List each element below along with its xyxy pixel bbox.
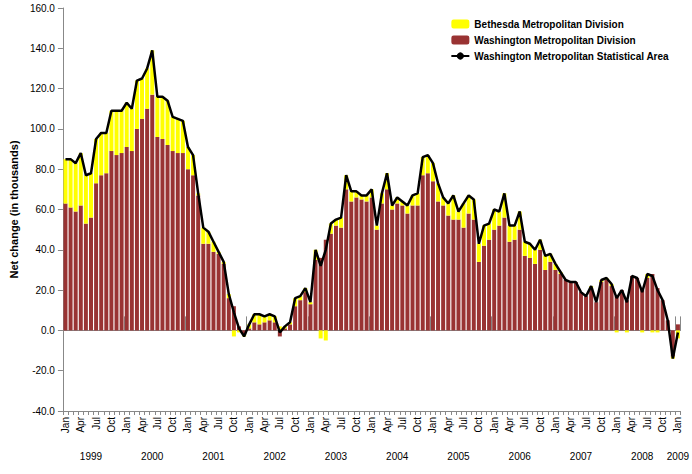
svg-text:Jan: Jan <box>672 417 683 433</box>
svg-text:2007: 2007 <box>570 451 593 462</box>
svg-text:Jan: Jan <box>550 417 561 433</box>
svg-text:Apr: Apr <box>504 416 515 432</box>
svg-text:2003: 2003 <box>325 451 348 462</box>
svg-text:Jan: Jan <box>427 417 438 433</box>
svg-text:Jan: Jan <box>182 417 193 433</box>
svg-text:80.0: 80.0 <box>35 164 55 175</box>
svg-text:Jan: Jan <box>305 417 316 433</box>
svg-text:Jul: Jul <box>581 417 592 430</box>
svg-text:Apr: Apr <box>382 416 393 432</box>
svg-text:Jul: Jul <box>519 417 530 430</box>
svg-text:2002: 2002 <box>264 451 287 462</box>
svg-text:Apr: Apr <box>75 416 86 432</box>
svg-text:Apr: Apr <box>137 416 148 432</box>
svg-text:Jul: Jul <box>397 417 408 430</box>
svg-text:20.0: 20.0 <box>35 285 55 296</box>
svg-text:120.0: 120.0 <box>30 83 55 94</box>
svg-text:160.0: 160.0 <box>30 3 55 14</box>
svg-text:Oct: Oct <box>351 417 362 433</box>
svg-text:Oct: Oct <box>228 417 239 433</box>
svg-text:2005: 2005 <box>447 451 470 462</box>
svg-text:Net change (in thousands): Net change (in thousands) <box>8 140 20 278</box>
svg-text:1999: 1999 <box>80 451 103 462</box>
svg-text:2008: 2008 <box>631 451 654 462</box>
svg-text:Apr: Apr <box>198 416 209 432</box>
svg-text:Washington Metropolitan Divisi: Washington Metropolitan Division <box>474 35 635 46</box>
svg-text:Apr: Apr <box>565 416 576 432</box>
svg-text:Jul: Jul <box>642 417 653 430</box>
svg-text:-40.0: -40.0 <box>32 406 55 417</box>
svg-text:Oct: Oct <box>290 417 301 433</box>
svg-text:2004: 2004 <box>386 451 409 462</box>
svg-text:Washington Metropolitan Statis: Washington Metropolitan Statistical Area <box>474 51 669 62</box>
svg-text:Apr: Apr <box>626 416 637 432</box>
svg-text:Jan: Jan <box>366 417 377 433</box>
svg-text:Jan: Jan <box>611 417 622 433</box>
svg-text:40.0: 40.0 <box>35 244 55 255</box>
svg-text:Bethesda Metropolitan Division: Bethesda Metropolitan Division <box>474 19 623 30</box>
svg-text:Jan: Jan <box>489 417 500 433</box>
svg-text:Jul: Jul <box>336 417 347 430</box>
svg-text:Oct: Oct <box>412 417 423 433</box>
svg-text:100.0: 100.0 <box>30 123 55 134</box>
svg-text:-20.0: -20.0 <box>32 365 55 376</box>
svg-text:Jul: Jul <box>152 417 163 430</box>
svg-text:Apr: Apr <box>443 416 454 432</box>
svg-text:Oct: Oct <box>473 417 484 433</box>
svg-text:2001: 2001 <box>202 451 225 462</box>
svg-text:60.0: 60.0 <box>35 204 55 215</box>
svg-text:Oct: Oct <box>106 417 117 433</box>
svg-text:Jul: Jul <box>213 417 224 430</box>
svg-text:140.0: 140.0 <box>30 43 55 54</box>
svg-text:Jan: Jan <box>244 417 255 433</box>
svg-text:Oct: Oct <box>596 417 607 433</box>
svg-text:Apr: Apr <box>259 416 270 432</box>
svg-text:2009: 2009 <box>667 451 690 462</box>
svg-text:Apr: Apr <box>320 416 331 432</box>
svg-text:Oct: Oct <box>535 417 546 433</box>
svg-text:2000: 2000 <box>141 451 164 462</box>
svg-text:2006: 2006 <box>509 451 532 462</box>
svg-text:Jul: Jul <box>458 417 469 430</box>
svg-text:Jan: Jan <box>60 417 71 433</box>
svg-text:Oct: Oct <box>657 417 668 433</box>
svg-text:Jan: Jan <box>121 417 132 433</box>
svg-text:Jul: Jul <box>91 417 102 430</box>
svg-text:Jul: Jul <box>274 417 285 430</box>
svg-text:0.0: 0.0 <box>41 325 55 336</box>
svg-text:Oct: Oct <box>167 417 178 433</box>
